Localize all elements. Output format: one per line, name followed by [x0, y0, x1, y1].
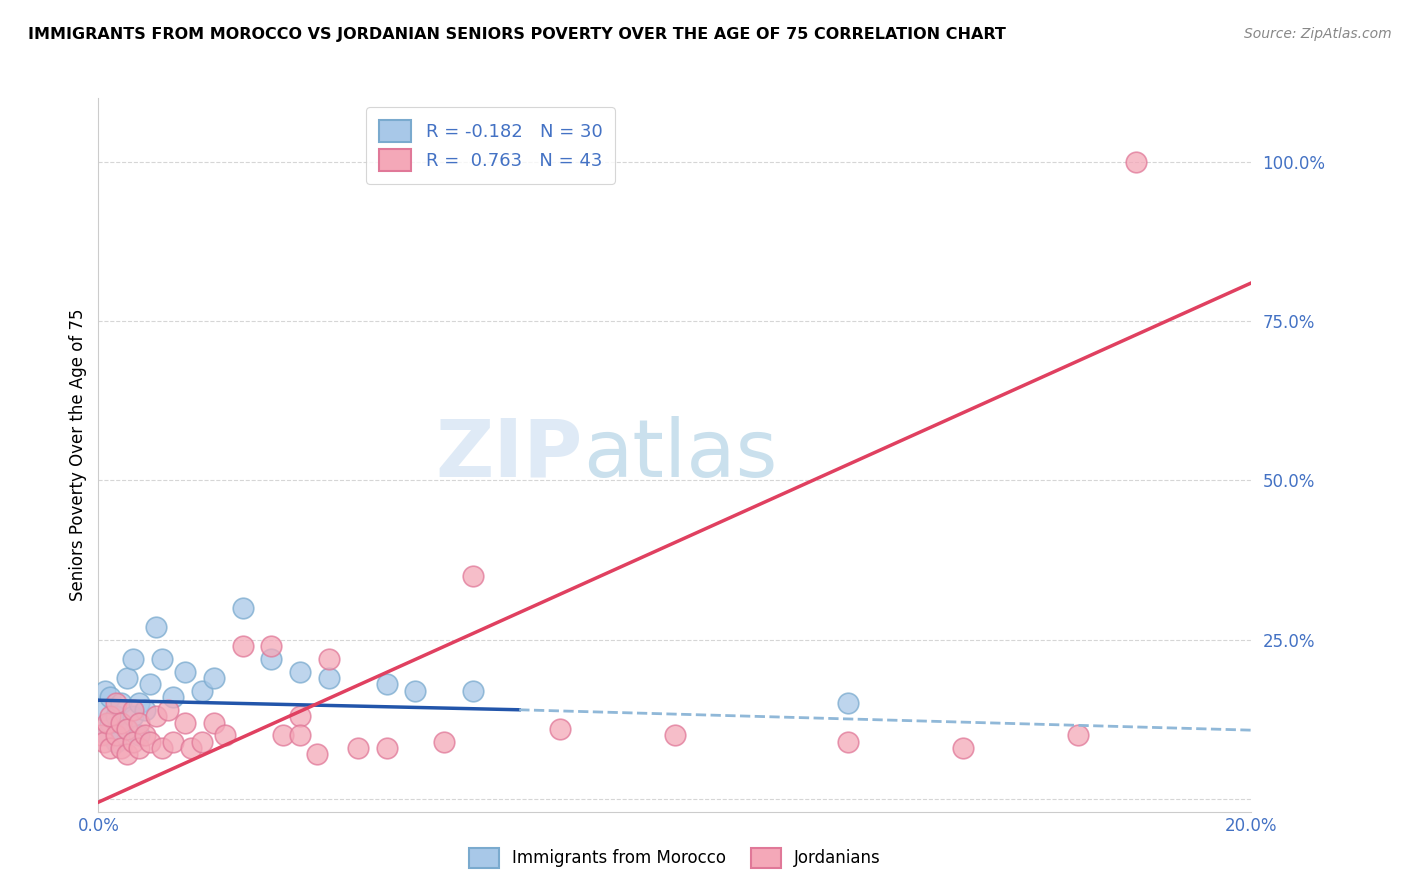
- Point: [837, 697, 859, 711]
- Point: [98, 709, 121, 723]
- Point: [202, 715, 225, 730]
- Point: [104, 728, 127, 742]
- Point: [117, 722, 138, 736]
- Point: [150, 741, 173, 756]
- Point: [231, 600, 254, 615]
- Point: [548, 722, 571, 736]
- Point: [290, 728, 312, 742]
- Point: [110, 741, 132, 756]
- Point: [271, 728, 294, 742]
- Point: [122, 652, 145, 666]
- Point: [461, 569, 484, 583]
- Point: [346, 741, 368, 756]
- Point: [117, 747, 138, 762]
- Point: [1125, 154, 1147, 169]
- Point: [93, 734, 115, 748]
- Point: [174, 715, 197, 730]
- Point: [664, 728, 686, 742]
- Point: [191, 734, 214, 748]
- Point: [375, 741, 398, 756]
- Point: [318, 671, 340, 685]
- Point: [104, 734, 127, 748]
- Point: [180, 741, 202, 756]
- Point: [98, 715, 121, 730]
- Point: [139, 734, 162, 748]
- Point: [162, 734, 184, 748]
- Point: [134, 703, 156, 717]
- Point: [96, 715, 118, 730]
- Legend: Immigrants from Morocco, Jordanians: Immigrants from Morocco, Jordanians: [463, 841, 887, 875]
- Point: [98, 741, 121, 756]
- Point: [318, 652, 340, 666]
- Point: [104, 709, 127, 723]
- Text: Source: ZipAtlas.com: Source: ZipAtlas.com: [1244, 27, 1392, 41]
- Point: [90, 728, 112, 742]
- Point: [150, 652, 173, 666]
- Point: [231, 639, 254, 653]
- Point: [134, 728, 156, 742]
- Point: [110, 715, 132, 730]
- Point: [307, 747, 329, 762]
- Point: [122, 703, 145, 717]
- Text: atlas: atlas: [582, 416, 778, 494]
- Point: [290, 665, 312, 679]
- Point: [1067, 728, 1090, 742]
- Point: [122, 734, 145, 748]
- Point: [128, 715, 150, 730]
- Y-axis label: Seniors Poverty Over the Age of 75: Seniors Poverty Over the Age of 75: [69, 309, 87, 601]
- Point: [214, 728, 236, 742]
- Point: [128, 697, 150, 711]
- Point: [91, 703, 114, 717]
- Point: [202, 671, 225, 685]
- Point: [96, 728, 118, 742]
- Point: [117, 722, 138, 736]
- Point: [139, 677, 162, 691]
- Text: IMMIGRANTS FROM MOROCCO VS JORDANIAN SENIORS POVERTY OVER THE AGE OF 75 CORRELAT: IMMIGRANTS FROM MOROCCO VS JORDANIAN SEN…: [28, 27, 1007, 42]
- Point: [191, 683, 214, 698]
- Point: [145, 620, 167, 634]
- Point: [117, 671, 138, 685]
- Point: [145, 709, 167, 723]
- Point: [174, 665, 197, 679]
- Point: [405, 683, 427, 698]
- Point: [433, 734, 456, 748]
- Point: [461, 683, 484, 698]
- Point: [94, 683, 117, 698]
- Point: [98, 690, 121, 704]
- Point: [375, 677, 398, 691]
- Point: [290, 709, 312, 723]
- Point: [260, 652, 283, 666]
- Point: [110, 697, 132, 711]
- Point: [104, 697, 127, 711]
- Point: [128, 741, 150, 756]
- Point: [162, 690, 184, 704]
- Text: ZIP: ZIP: [436, 416, 582, 494]
- Point: [837, 734, 859, 748]
- Point: [156, 703, 179, 717]
- Point: [952, 741, 974, 756]
- Point: [122, 709, 145, 723]
- Point: [128, 728, 150, 742]
- Point: [260, 639, 283, 653]
